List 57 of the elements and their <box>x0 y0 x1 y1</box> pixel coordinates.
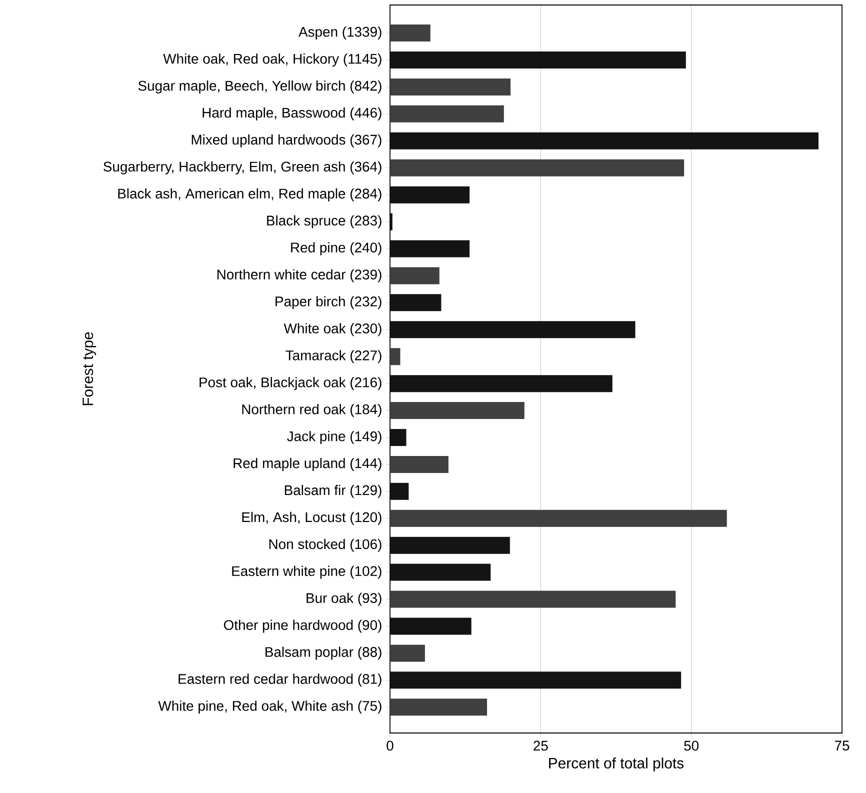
bar <box>390 132 818 150</box>
bar <box>390 510 727 527</box>
bar <box>390 428 406 446</box>
x-tick-label: 0 <box>386 740 394 751</box>
bar <box>390 375 612 392</box>
y-tick-label: Post oak, Blackjack oak (216) <box>200 377 382 390</box>
bar <box>390 294 442 312</box>
bar <box>390 267 440 284</box>
x-tick-label: 25 <box>534 740 548 751</box>
bar <box>390 456 448 473</box>
y-tick-label: White oak (230) <box>284 323 382 336</box>
bar <box>390 644 425 662</box>
bar <box>390 24 430 42</box>
y-tick-label: Other pine hardwood (90) <box>224 620 382 633</box>
y-tick-label: Sugar maple, Beech, Yellow birch (842) <box>138 80 382 94</box>
bar <box>390 672 682 689</box>
y-tick-label: Black ash, American elm, Red maple (284) <box>118 188 382 202</box>
x-tick-label: 50 <box>684 740 699 751</box>
y-tick-label: Balsam poplar (88) <box>266 646 382 660</box>
y-tick-label: Non stocked (106) <box>269 538 382 552</box>
y-tick-label: White oak, Red oak, Hickory (1145) <box>163 54 382 66</box>
y-tick-label: Paper birch (232) <box>276 296 382 310</box>
bar <box>390 618 472 635</box>
x-tick-label: 75 <box>834 740 850 751</box>
bar <box>390 240 470 258</box>
y-tick-label: Eastern white pine (102) <box>232 566 382 579</box>
bar <box>390 78 511 96</box>
bar <box>390 590 676 608</box>
y-tick-label: Sugarberry, Hackberry, Elm, Green ash (364) <box>104 161 382 174</box>
y-tick-label: White pine, Red oak, White ash (75) <box>158 700 382 714</box>
bar <box>390 698 488 716</box>
x-axis-title: Percent of total plots <box>549 757 684 772</box>
y-tick-label: Eastern red cedar hardwood (81) <box>178 674 382 687</box>
bar <box>390 52 686 69</box>
y-tick-label: Red pine (240) <box>291 242 382 256</box>
y-tick-label: Elm, Ash, Locust (120) <box>242 512 382 525</box>
bar <box>390 321 636 338</box>
bar <box>390 564 491 581</box>
y-tick-label: Jack pine (149) <box>287 430 382 444</box>
y-tick-label: Aspen (1339) <box>298 26 382 40</box>
y-tick-label: Bur oak (93) <box>306 592 382 606</box>
y-tick-label: Black spruce (283) <box>267 215 382 228</box>
bar <box>390 482 409 500</box>
y-tick-label: Tamarack (227) <box>286 350 382 364</box>
y-tick-label: Balsam fir (129) <box>284 484 382 498</box>
bar <box>390 402 524 420</box>
y-tick-label: Hard maple, Basswood (446) <box>202 107 382 120</box>
bar <box>390 105 504 122</box>
y-tick-label: Red maple upland (144) <box>234 458 382 471</box>
bar <box>390 536 510 554</box>
bar <box>390 186 470 204</box>
y-axis-title: Forest type <box>82 332 96 406</box>
bar <box>390 348 400 366</box>
bar <box>390 159 684 176</box>
y-tick-label: Mixed upland hardwoods (367) <box>192 134 382 148</box>
y-tick-label: Northern red oak (184) <box>242 404 382 418</box>
y-tick-label: Northern white cedar (239) <box>217 269 382 282</box>
